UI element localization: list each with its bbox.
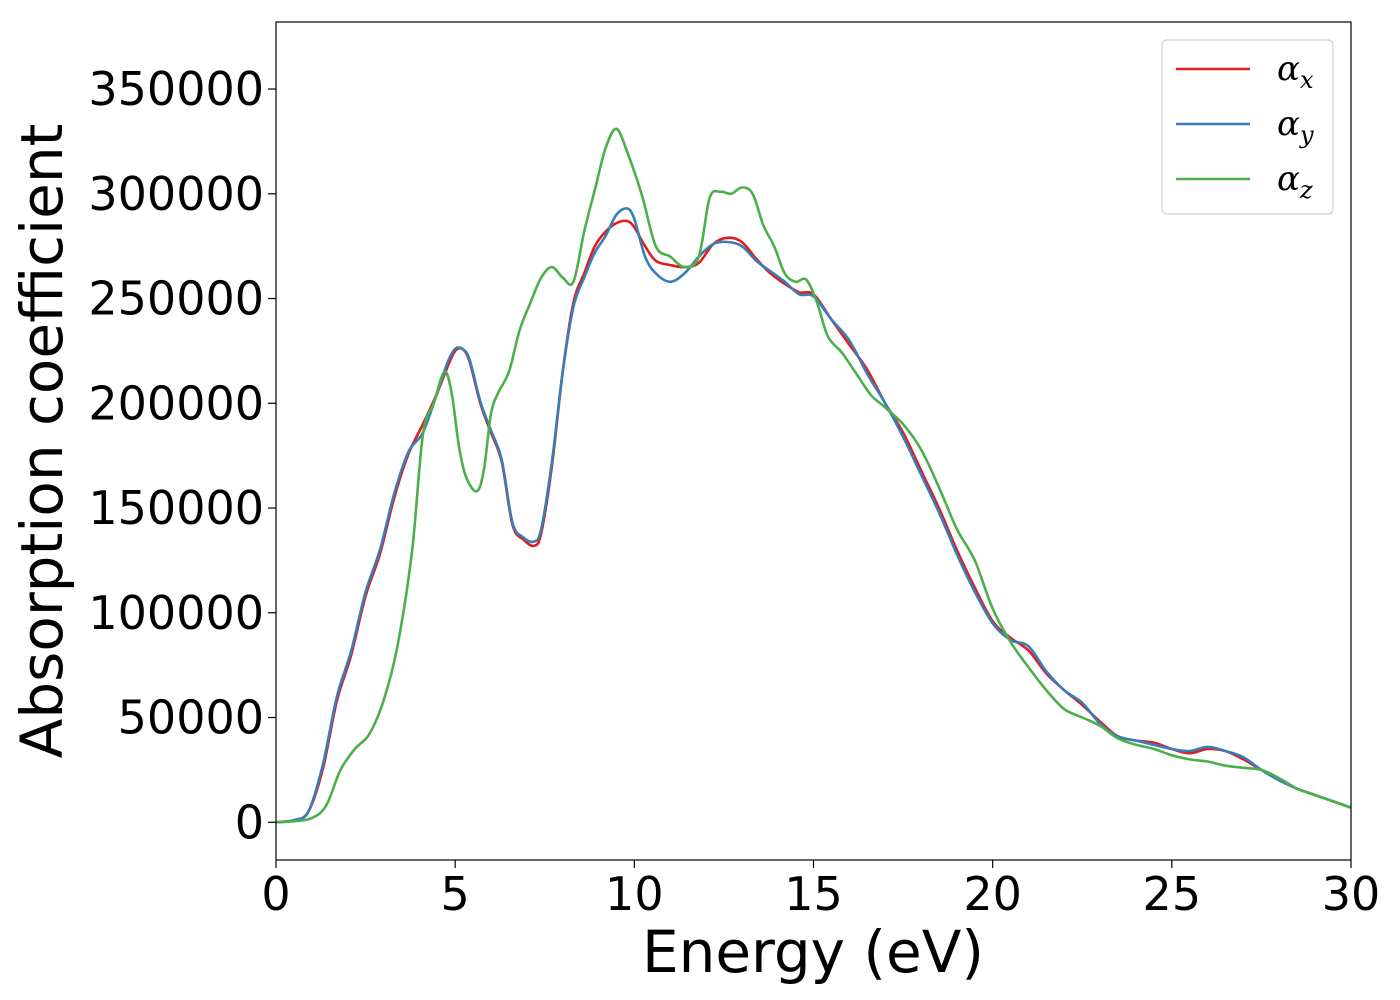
y-tick-label: 50000 <box>118 691 264 745</box>
legend-subscript: z <box>1299 176 1313 204</box>
x-tick-label: 5 <box>441 867 470 921</box>
legend-subscript: x <box>1300 66 1314 94</box>
x-axis-label: Energy (eV) <box>642 918 984 986</box>
y-tick-label: 300000 <box>88 167 264 221</box>
y-tick-label: 150000 <box>88 481 264 535</box>
x-axis-ticks: 0 5 10 15 20 25 30 <box>261 860 1380 921</box>
y-tick-label: 0 <box>235 795 264 849</box>
x-tick-label: 25 <box>1143 867 1202 921</box>
y-axis-label: Absorption coefficient <box>8 124 76 759</box>
series-line-alpha-z <box>276 127 1351 824</box>
series-line-alpha-y <box>276 207 1351 824</box>
legend-subscript: y <box>1299 121 1314 149</box>
x-tick-label: 10 <box>605 867 664 921</box>
x-tick-label: 15 <box>784 867 843 921</box>
y-tick-label: 250000 <box>88 272 264 326</box>
x-tick-label: 20 <box>963 867 1022 921</box>
x-tick-label: 0 <box>261 867 290 921</box>
y-tick-label: 350000 <box>88 62 264 116</box>
legend-box <box>1161 39 1334 215</box>
y-axis-ticks: 0 50000 100000 150000 200000 250000 300000 3500… <box>88 62 276 849</box>
y-tick-label: 100000 <box>88 586 264 640</box>
x-tick-label: 30 <box>1322 867 1381 921</box>
series-layer <box>276 127 1351 824</box>
y-tick-label: 200000 <box>88 376 264 430</box>
